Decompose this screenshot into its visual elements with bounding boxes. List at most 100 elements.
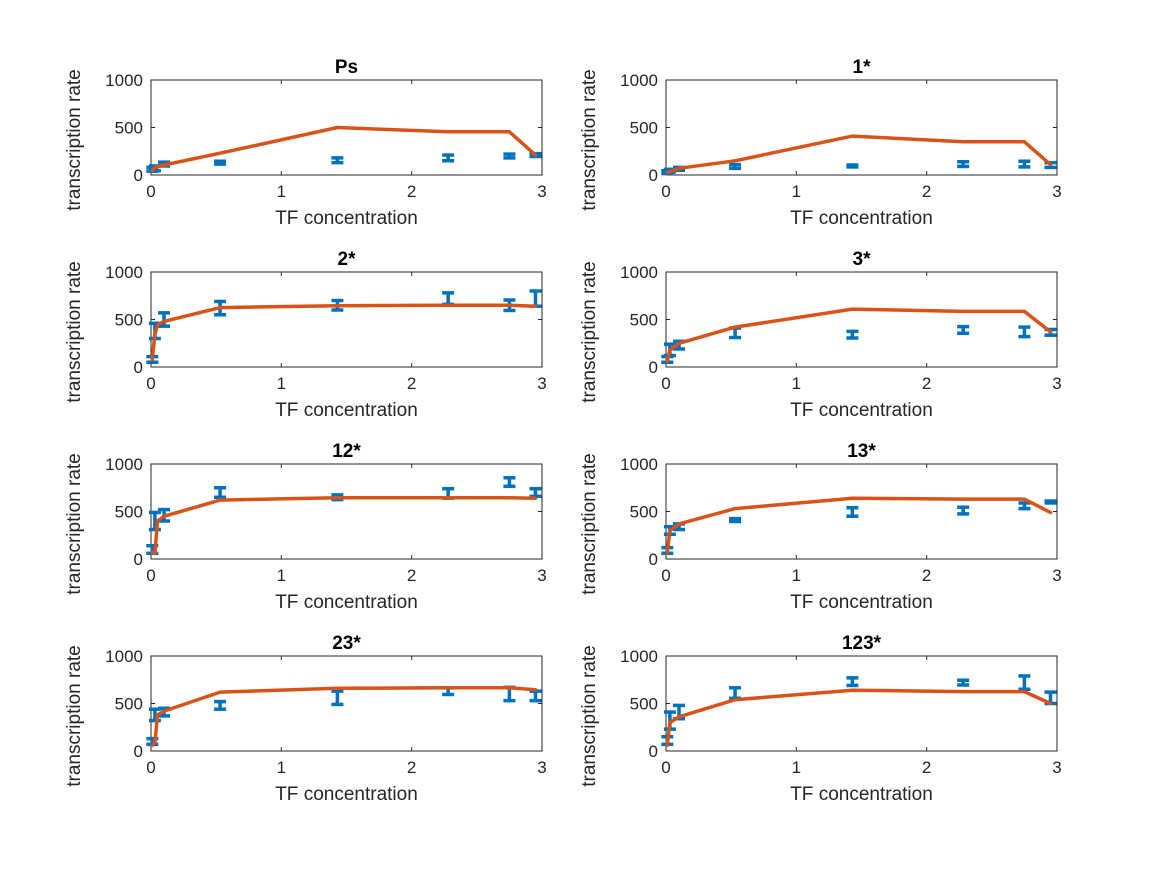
subplot-7: 0 1 2 3 0 500 1000 123* TF concentration transcri… bbox=[579, 633, 1062, 805]
y-tick-label: 0 bbox=[134, 550, 143, 569]
x-axis-label: TF concentration bbox=[275, 400, 418, 421]
x-tick-label: 0 bbox=[146, 182, 155, 201]
subplot-3: 0 1 2 3 0 500 1000 3* TF concentration transcript… bbox=[579, 249, 1062, 421]
y-tick-label: 0 bbox=[134, 358, 143, 377]
axes-box bbox=[150, 463, 543, 560]
data-errorbar bbox=[729, 162, 742, 171]
y-axis-label: transcription rate bbox=[579, 69, 600, 211]
y-tick-label: 500 bbox=[115, 695, 143, 714]
y-tick-label: 500 bbox=[630, 503, 658, 522]
x-tick-label: 0 bbox=[661, 758, 670, 777]
x-tick-label: 2 bbox=[922, 374, 931, 393]
subplot-2: 0 1 2 3 0 500 1000 2* TF concentration transcript… bbox=[64, 249, 547, 421]
subplot-title: 3* bbox=[853, 249, 872, 270]
y-tick-label: 1000 bbox=[620, 71, 658, 90]
y-tick-label: 0 bbox=[134, 742, 143, 761]
x-tick-label: 3 bbox=[537, 374, 546, 393]
data-errorbar bbox=[214, 486, 227, 499]
x-tick-label: 2 bbox=[407, 566, 416, 585]
y-axis-label: transcription rate bbox=[579, 453, 600, 595]
x-axis-label: TF concentration bbox=[790, 400, 933, 421]
data-errorbar bbox=[846, 505, 859, 518]
subplot-title: 13* bbox=[847, 441, 876, 462]
y-tick-label: 0 bbox=[649, 742, 658, 761]
data-errorbar bbox=[846, 676, 859, 688]
data-errorbar bbox=[1018, 159, 1031, 169]
y-tick-label: 500 bbox=[630, 695, 658, 714]
x-tick-label: 1 bbox=[277, 374, 286, 393]
y-tick-label: 1000 bbox=[105, 71, 143, 90]
x-axis-label: TF concentration bbox=[790, 784, 933, 805]
y-tick-label: 1000 bbox=[105, 647, 143, 666]
axes-box bbox=[665, 463, 1058, 560]
x-tick-label: 1 bbox=[792, 182, 801, 201]
x-tick-label: 1 bbox=[277, 758, 286, 777]
data-errorbar bbox=[503, 476, 516, 489]
y-tick-label: 0 bbox=[649, 550, 658, 569]
x-axis-label: TF concentration bbox=[275, 784, 418, 805]
y-tick-label: 0 bbox=[649, 166, 658, 185]
x-tick-label: 0 bbox=[661, 374, 670, 393]
data-errorbar bbox=[214, 159, 227, 166]
data-errorbar bbox=[529, 486, 542, 499]
model-fit-line bbox=[150, 686, 538, 748]
x-tick-label: 2 bbox=[407, 758, 416, 777]
y-tick-label: 1000 bbox=[105, 263, 143, 282]
y-axis-label: transcription rate bbox=[64, 261, 85, 403]
x-axis-label: TF concentration bbox=[275, 592, 418, 613]
y-axis-label: transcription rate bbox=[579, 645, 600, 787]
data-errorbar bbox=[331, 689, 344, 707]
y-tick-label: 1000 bbox=[105, 455, 143, 474]
data-errorbar bbox=[158, 311, 171, 328]
data-errorbar bbox=[442, 153, 455, 163]
x-tick-label: 1 bbox=[277, 182, 286, 201]
x-tick-label: 3 bbox=[1052, 566, 1061, 585]
data-errorbar bbox=[957, 159, 970, 169]
y-tick-label: 0 bbox=[649, 358, 658, 377]
y-tick-label: 0 bbox=[134, 166, 143, 185]
x-tick-label: 1 bbox=[792, 758, 801, 777]
subplot-6: 0 1 2 3 0 500 1000 23* TF concentration transcrip… bbox=[64, 633, 547, 805]
x-tick-label: 0 bbox=[146, 374, 155, 393]
x-tick-label: 1 bbox=[792, 566, 801, 585]
x-tick-label: 0 bbox=[661, 182, 670, 201]
y-tick-label: 500 bbox=[630, 311, 658, 330]
axes-box bbox=[665, 271, 1058, 368]
x-tick-label: 3 bbox=[537, 566, 546, 585]
y-tick-label: 1000 bbox=[620, 263, 658, 282]
subplot-1: 0 1 2 3 0 500 1000 1* TF concentration transcript… bbox=[579, 57, 1062, 229]
x-tick-label: 1 bbox=[792, 374, 801, 393]
data-errorbar bbox=[214, 699, 227, 711]
x-tick-label: 3 bbox=[1052, 758, 1061, 777]
data-errorbar bbox=[503, 152, 516, 160]
subplot-title: Ps bbox=[335, 57, 358, 78]
model-fit-line bbox=[150, 495, 538, 556]
y-axis-label: transcription rate bbox=[64, 645, 85, 787]
x-tick-label: 2 bbox=[922, 758, 931, 777]
subplot-title: 12* bbox=[332, 441, 361, 462]
y-tick-label: 1000 bbox=[620, 647, 658, 666]
model-fit-line bbox=[665, 307, 1053, 364]
subplot-5: 0 1 2 3 0 500 1000 13* TF concentration transcrip… bbox=[579, 441, 1062, 613]
data-errorbar bbox=[957, 505, 970, 516]
y-axis-label: transcription rate bbox=[579, 261, 600, 403]
x-tick-label: 3 bbox=[537, 182, 546, 201]
y-tick-label: 500 bbox=[115, 503, 143, 522]
x-tick-label: 0 bbox=[146, 758, 155, 777]
x-axis-label: TF concentration bbox=[790, 208, 933, 229]
x-tick-label: 2 bbox=[922, 566, 931, 585]
subplot-title: 1* bbox=[853, 57, 872, 78]
data-errorbar bbox=[1018, 674, 1031, 691]
subplot-4: 0 1 2 3 0 500 1000 12* TF concentration transcrip… bbox=[64, 441, 547, 613]
subplot-title: 2* bbox=[338, 249, 357, 270]
data-errorbar bbox=[1018, 325, 1031, 339]
y-tick-label: 500 bbox=[115, 119, 143, 138]
axes-box bbox=[665, 655, 1058, 752]
y-axis-label: transcription rate bbox=[64, 69, 85, 211]
x-tick-label: 2 bbox=[407, 182, 416, 201]
subplot-0: 0 1 2 3 0 500 1000 Ps TF concentration transcript… bbox=[64, 57, 547, 229]
x-axis-label: TF concentration bbox=[790, 592, 933, 613]
y-tick-label: 500 bbox=[115, 311, 143, 330]
x-axis-label: TF concentration bbox=[275, 208, 418, 229]
y-tick-label: 1000 bbox=[620, 455, 658, 474]
